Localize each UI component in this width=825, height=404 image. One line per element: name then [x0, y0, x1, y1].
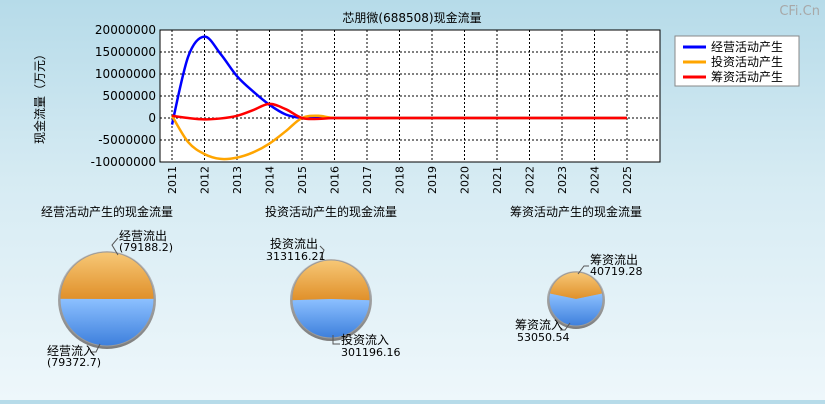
- legend-label-investing: 投资活动产生: [711, 54, 783, 69]
- pie-slice-in: [292, 299, 370, 338]
- y-tick-label: -10000000: [91, 155, 156, 169]
- pie-investing-out-value: 313116.21: [266, 250, 326, 263]
- pie-investing-title: 投资活动产生的现金流量: [265, 204, 397, 219]
- x-tick-label: 2014: [264, 166, 277, 194]
- legend: 经营活动产生 投资活动产生 筹资活动产生: [674, 35, 800, 87]
- x-tick-labels: 2011 2012 2013 2014 2015 2016 2017 2018 2019 2020…: [166, 166, 634, 194]
- x-tick-label: 2015: [296, 166, 309, 194]
- x-tick-label: 2012: [199, 166, 212, 194]
- x-tick-label: 2013: [231, 166, 244, 194]
- pie-outline: [59, 251, 155, 347]
- pie-slice-in: [549, 293, 603, 327]
- watermark: CFi.Cn: [779, 4, 820, 19]
- pie-slice-in: [60, 298, 154, 347]
- pie-operating: 经营活动产生的现金流量 经营流出 (79188.2) 经营流入 (79372.7…: [41, 204, 173, 369]
- pie-investing: 投资活动产生的现金流量 投资流出 313116.21 投资流入 301196.1…: [265, 204, 401, 359]
- pie-operating-out-label: 经营流出: [119, 229, 167, 243]
- y-tick-labels: 20000000 15000000 10000000 5000000 0 -5000000…: [91, 23, 156, 169]
- pie-investing-slices: [290, 259, 372, 341]
- pie-financing-slices: [547, 271, 605, 329]
- x-tick-label: 2025: [621, 166, 634, 194]
- x-tick-label: 2018: [394, 166, 407, 194]
- pie-operating-title: 经营活动产生的现金流量: [41, 204, 173, 219]
- pie-operating-in-value: (79372.7): [47, 356, 101, 369]
- y-tick-label: 20000000: [95, 23, 156, 37]
- pie-slice-out: [549, 272, 603, 299]
- pie-outline: [291, 259, 371, 339]
- x-tick-label: 2019: [426, 166, 439, 194]
- pie-financing-in-label: 筹资流入: [515, 318, 563, 332]
- pie-slice-out: [292, 259, 370, 301]
- pie-investing-out-label: 投资流出: [270, 236, 318, 251]
- series-line-2: [171, 102, 627, 121]
- x-tick-label: 2020: [459, 166, 472, 194]
- y-axis-label: 现金流量（万元）: [32, 48, 47, 144]
- pie-slice-out: [60, 252, 154, 299]
- y-tick-label: 5000000: [103, 89, 156, 103]
- pie-operating-in-label: 经营流入: [47, 344, 95, 358]
- pie-financing-out-leader: [577, 265, 589, 275]
- grid-lines: [160, 29, 660, 163]
- pie-financing-in-leader: [560, 322, 571, 331]
- pie-investing-out-leader: [319, 245, 325, 261]
- x-tick-label: 2022: [524, 166, 537, 194]
- series-lines: [170, 35, 627, 161]
- legend-label-operating: 经营活动产生: [711, 40, 783, 54]
- pie-financing-title: 筹资活动产生的现金流量: [510, 204, 642, 219]
- pie-financing-out-label: 筹资流出: [590, 253, 638, 267]
- pie-operating-out-leader: [111, 237, 119, 256]
- y-tick-label: 15000000: [95, 45, 156, 59]
- y-tick-label: 10000000: [95, 67, 156, 81]
- x-tick-label: 2017: [361, 166, 374, 194]
- pie-outline: [548, 271, 604, 327]
- pie-operating-out-value: (79188.2): [119, 241, 173, 254]
- pie-investing-in-value: 301196.16: [341, 346, 401, 359]
- pie-operating-slices: [58, 251, 156, 349]
- pie-financing: 筹资活动产生的现金流量 筹资流出 40719.28 筹资流入 53050.54: [510, 204, 643, 344]
- x-tick-label: 2023: [556, 166, 569, 194]
- pie-investing-in-leader: [332, 335, 340, 345]
- line-chart-title: 芯朋微(688508)现金流量: [342, 10, 481, 25]
- legend-label-financing: 筹资活动产生: [711, 70, 783, 84]
- x-tick-label: 2011: [166, 166, 179, 194]
- pie-operating-in-leader: [90, 343, 101, 353]
- pie-investing-in-label: 投资流入: [341, 332, 389, 347]
- y-tick-label: -5000000: [98, 133, 156, 147]
- x-tick-label: 2021: [491, 166, 504, 194]
- y-tick-label: 0: [148, 111, 156, 125]
- pie-financing-out-value: 40719.28: [590, 265, 643, 278]
- x-tick-label: 2024: [589, 166, 602, 194]
- pie-financing-in-value: 53050.54: [517, 331, 570, 344]
- x-tick-label: 2016: [329, 166, 342, 194]
